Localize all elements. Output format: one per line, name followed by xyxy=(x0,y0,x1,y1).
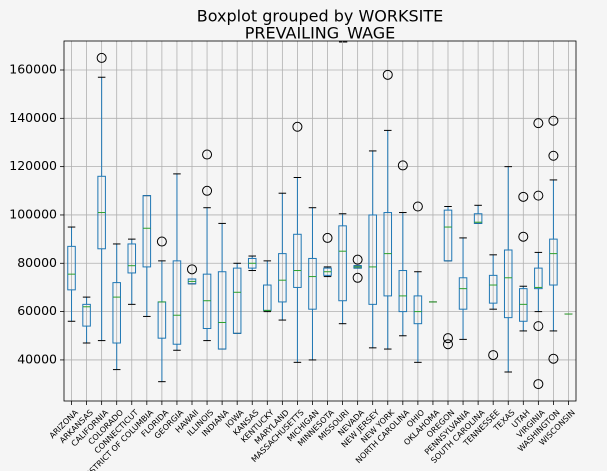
flier xyxy=(443,339,453,350)
box xyxy=(172,260,182,345)
box xyxy=(488,274,498,304)
box xyxy=(519,288,528,322)
flier xyxy=(488,350,499,361)
y-tick-label: 40000 xyxy=(17,351,57,366)
box xyxy=(112,282,121,344)
box xyxy=(549,238,558,286)
box xyxy=(413,295,423,325)
y-tick-label: 60000 xyxy=(17,303,57,318)
box xyxy=(534,267,543,290)
box xyxy=(142,195,152,268)
flier xyxy=(382,69,393,80)
box xyxy=(503,249,513,319)
y-tick-label: 80000 xyxy=(17,255,57,270)
box xyxy=(127,243,137,274)
box xyxy=(308,257,317,310)
flier xyxy=(352,254,363,265)
box xyxy=(443,209,453,262)
flier xyxy=(533,118,544,129)
flier xyxy=(412,201,423,212)
flier xyxy=(397,160,408,171)
box xyxy=(398,270,408,313)
plot-frame xyxy=(63,40,577,402)
box xyxy=(338,225,347,302)
plot-bg xyxy=(64,41,576,401)
flier xyxy=(322,232,333,243)
flier xyxy=(548,353,559,364)
flier xyxy=(518,191,529,202)
flier xyxy=(548,115,559,126)
flier xyxy=(548,150,559,161)
box xyxy=(67,245,76,291)
box xyxy=(82,303,91,327)
y-tick-label: 140000 xyxy=(9,110,57,125)
chart-title: Boxplot grouped by WORKSITE xyxy=(197,7,444,26)
flier xyxy=(202,149,213,160)
flier xyxy=(292,121,303,132)
box xyxy=(458,277,468,310)
y-tick-label: 160000 xyxy=(9,61,57,76)
box xyxy=(368,214,377,305)
y-tick-label: 120000 xyxy=(9,158,57,173)
flier xyxy=(533,379,544,390)
box xyxy=(473,213,483,224)
flier xyxy=(518,231,529,242)
flier xyxy=(202,185,213,196)
box xyxy=(217,271,227,350)
flier xyxy=(443,333,453,344)
flier xyxy=(96,52,107,63)
flier xyxy=(533,190,544,201)
box xyxy=(202,273,212,330)
flier xyxy=(187,264,197,275)
flier xyxy=(533,321,544,332)
box xyxy=(232,267,242,334)
chart-subtitle: PREVAILING_WAGE xyxy=(245,24,396,44)
flier xyxy=(352,272,363,283)
flier xyxy=(156,236,167,247)
box xyxy=(293,233,302,288)
y-tick-label: 100000 xyxy=(9,206,57,221)
box xyxy=(383,212,393,297)
box xyxy=(278,253,287,303)
